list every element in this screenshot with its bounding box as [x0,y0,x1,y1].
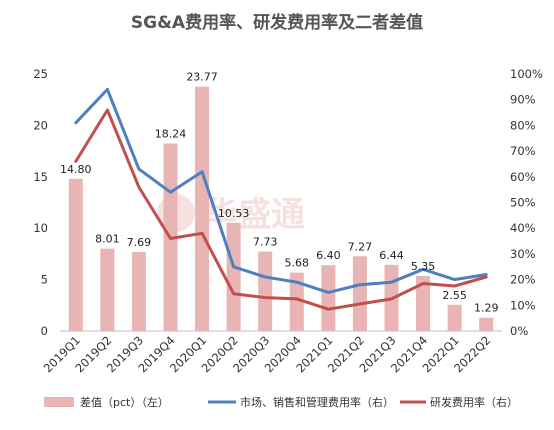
bar [100,248,115,331]
right-tick-label: 80% [510,118,536,132]
left-tick-label: 0 [41,324,48,338]
chart-title: SG&A费用率、研发费用率及二者差值 [131,12,423,33]
right-tick-label: 10% [510,298,536,312]
bar [131,251,146,331]
right-tick-label: 0% [510,324,528,338]
legend-label: 市场、销售和管理费用率（右） [240,395,394,409]
right-tick-label: 20% [510,273,536,287]
bar-data-label: 6.40 [316,249,341,262]
legend: 差值（pct）（左） 市场、销售和管理费用率（右） 研发费用率（右） [44,395,518,409]
bar [226,222,241,331]
line-series [74,87,488,311]
line-series-2 [74,108,488,311]
bar [416,276,431,331]
left-tick-label: 25 [33,67,48,81]
right-axis: 0% 10% 20% 30% 40% 50% 60% 70% 80% 90% 100% [510,67,543,338]
legend-label: 研发费用率（右） [430,395,518,409]
bar-data-label: 2.55 [442,289,467,302]
bar [289,272,304,331]
bar-data-label: 5.35 [411,260,436,273]
left-tick-label: 20 [33,118,48,132]
bar [321,265,336,331]
bar-data-label: 6.44 [379,249,404,262]
bar-data-label: 7.73 [253,236,278,249]
bar [352,256,367,331]
bar-data-label: 7.27 [348,240,373,253]
bar-data-label: 18.24 [155,127,187,140]
bar-data-label: 5.68 [285,257,310,270]
bar-data-label: 23.77 [186,71,218,84]
left-tick-label: 15 [33,170,48,184]
bar-data-label: 7.69 [127,236,152,249]
right-tick-label: 70% [510,144,536,158]
right-tick-label: 50% [510,196,536,210]
bar-data-label: 8.01 [95,233,120,246]
bar [258,251,273,331]
bar-data-label: 14.80 [60,163,92,176]
bar [68,178,83,331]
legend-swatch-bar [44,397,74,407]
bar-data-label: 1.29 [474,302,499,315]
right-tick-label: 30% [510,247,536,261]
right-tick-label: 60% [510,170,536,184]
right-tick-label: 100% [510,67,543,81]
legend-label: 差值（pct）（左） [80,395,169,409]
left-tick-label: 10 [33,221,48,235]
bar [447,304,462,331]
left-axis: 0 5 10 15 20 25 [33,67,48,338]
right-tick-label: 90% [510,93,536,107]
bar [195,86,210,331]
bar-data-label: 10.53 [218,207,250,220]
bar-data-labels: 14.80 8.01 7.69 18.24 23.77 10.53 7.73 5.68 6.40… [60,71,498,315]
bar [479,317,494,331]
right-tick-label: 40% [510,221,536,235]
line-series-1 [74,87,488,294]
x-axis: 2019Q12019Q22019Q32019Q42020Q12020Q22020… [41,330,502,375]
left-tick-label: 5 [41,273,48,287]
